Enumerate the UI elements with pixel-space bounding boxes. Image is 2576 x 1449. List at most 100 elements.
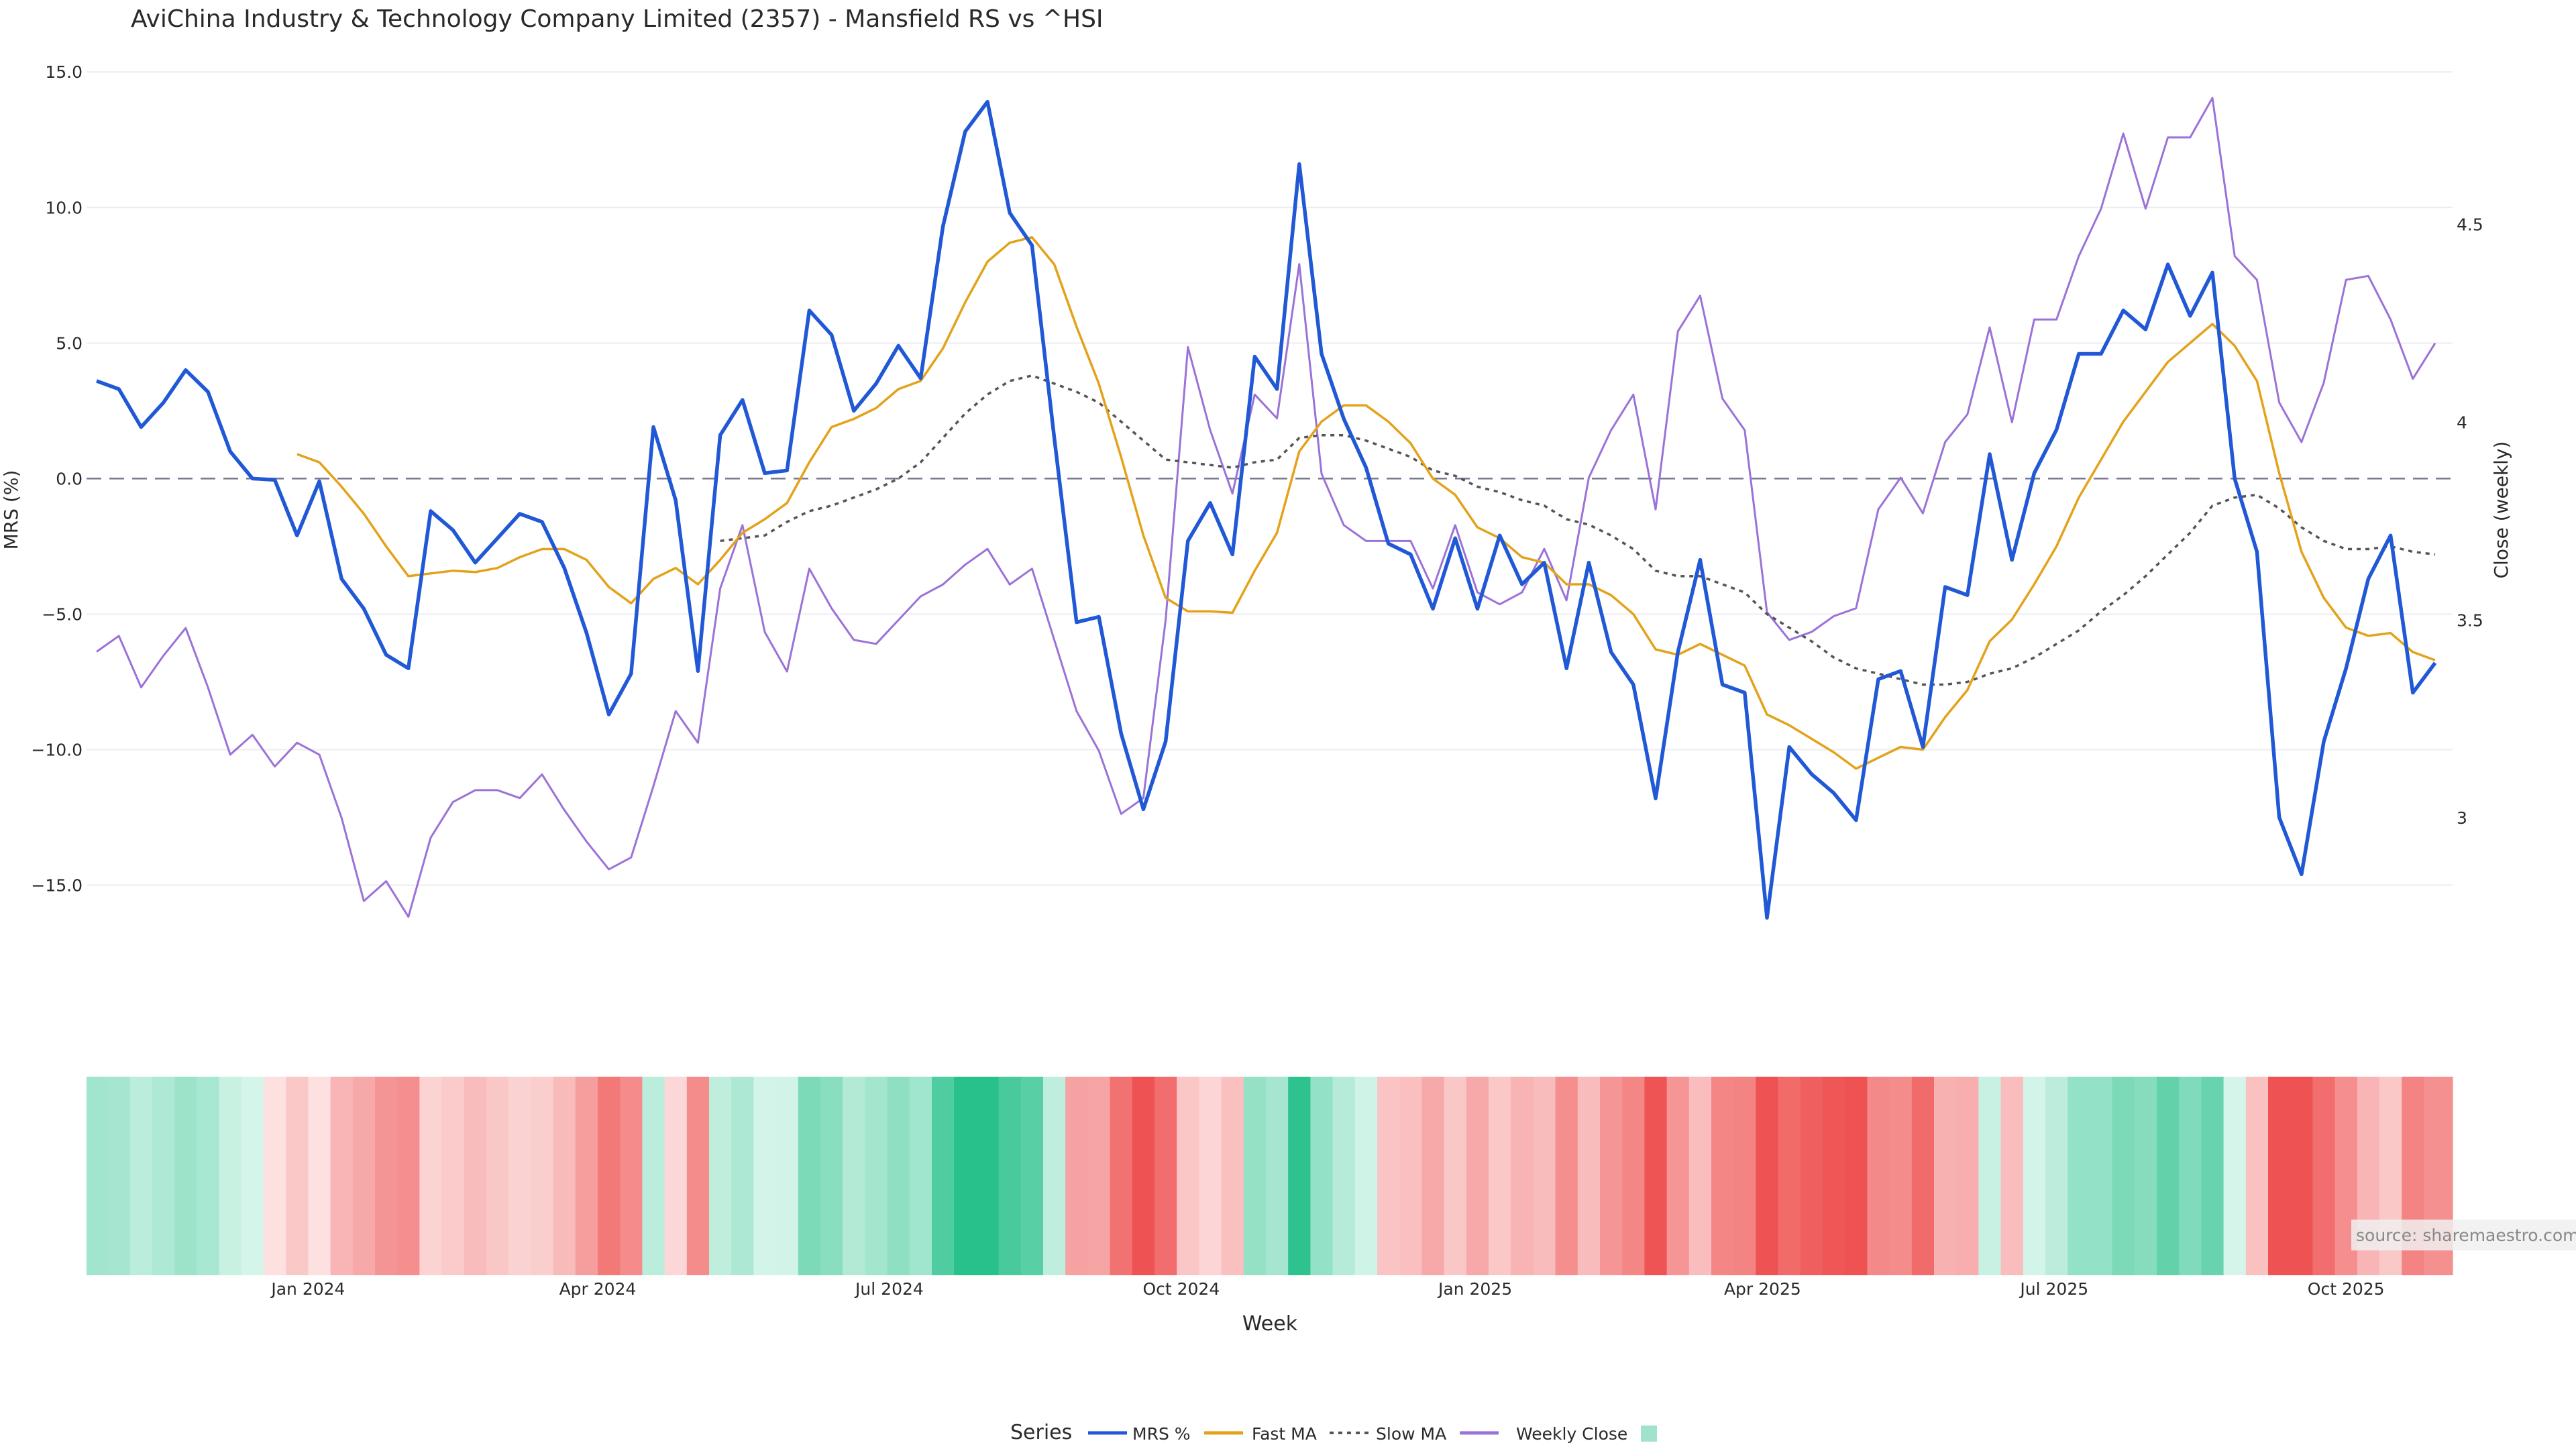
y-tick-label: 5.0 [56, 333, 83, 353]
heatmap-cell [553, 1077, 576, 1275]
x-tick-label: Apr 2025 [1724, 1279, 1801, 1299]
heatmap-cell [664, 1077, 688, 1275]
y-tick-label: −10.0 [31, 741, 83, 760]
heatmap-cell [1243, 1077, 1267, 1275]
x-tick-label: Oct 2024 [1142, 1279, 1220, 1299]
series-line-slow-ma [720, 374, 2436, 686]
heatmap-cell [1934, 1077, 1957, 1275]
heatmap-cell [87, 1077, 109, 1275]
heatmap-cell [2312, 1077, 2336, 1275]
heatmap-cell [1221, 1077, 1244, 1275]
x-axis-title: Week [1242, 1312, 1298, 1336]
heatmap-cell [575, 1077, 598, 1275]
y2-tick-label: 4 [2457, 413, 2467, 433]
heatmap-cell [1666, 1077, 1690, 1275]
heatmap-cell [2268, 1077, 2291, 1275]
heatmap-cell [1266, 1077, 1289, 1275]
heatmap-cell [1711, 1077, 1734, 1275]
heatmap-cell [843, 1077, 865, 1275]
heatmap-cell [2023, 1077, 2046, 1275]
x-tick-label: Jul 2024 [854, 1279, 924, 1299]
heatmap-cell [865, 1077, 888, 1275]
heatmap-cell [1310, 1077, 1334, 1275]
heatmap-cell [1332, 1077, 1356, 1275]
legend-label: Slow MA [1376, 1424, 1446, 1444]
heatmap-cell [1778, 1077, 1801, 1275]
heatmap-cell [1823, 1077, 1845, 1275]
heatmap-cell [1421, 1077, 1445, 1275]
y-tick-label: 0.0 [56, 469, 83, 488]
heatmap-cell [2245, 1077, 2269, 1275]
series-line-mrs [96, 99, 2437, 920]
heatmap-cell [1622, 1077, 1645, 1275]
heatmap-cell [598, 1077, 621, 1275]
heatmap-cell [753, 1077, 777, 1275]
heatmap-cell [1065, 1077, 1088, 1275]
left-axis-title: MRS (%) [0, 470, 22, 550]
legend: Series MRS % Fast MA Slow MA Weekly Close [1010, 1421, 1657, 1444]
heatmap-cell [1288, 1077, 1311, 1275]
heatmap-cell [397, 1077, 420, 1275]
heatmap-cell [1600, 1077, 1623, 1275]
heatmap-cell [2134, 1077, 2157, 1275]
heatmap-cell [1132, 1077, 1155, 1275]
heatmap-cell [731, 1077, 754, 1275]
series-line-weekly-close [96, 97, 2436, 918]
heatmap-cell [1043, 1077, 1066, 1275]
heatmap-cell [152, 1077, 175, 1275]
heatmap-cell [1978, 1077, 2002, 1275]
heatmap-cell [976, 1077, 1000, 1275]
x-axis-ticks: Jan 2024 Apr 2024 Jul 2024 Oct 2024 Jan 2025… [270, 1279, 2384, 1299]
heatmap-cell [2068, 1077, 2090, 1275]
series-line-fast-ma [297, 235, 2436, 770]
heatmap-cell [1087, 1077, 1111, 1275]
y-tick-label: 15.0 [45, 62, 83, 82]
heatmap-cell [1199, 1077, 1222, 1275]
heatmap-cell [1644, 1077, 1668, 1275]
heatmap-cell [419, 1077, 443, 1275]
x-tick-label: Jul 2025 [2019, 1279, 2088, 1299]
heatmap-cell [286, 1077, 309, 1275]
heatmap-cell [2157, 1077, 2180, 1275]
heatmap-cell [2112, 1077, 2135, 1275]
heatmap-cell [1110, 1077, 1133, 1275]
heatmap-cell [1956, 1077, 1979, 1275]
heatmap-cell [2223, 1077, 2247, 1275]
heatmap-cell [1177, 1077, 1199, 1275]
heatmap-cell [1845, 1077, 1868, 1275]
y-tick-label: −15.0 [31, 876, 83, 896]
heatmap-cell [2045, 1077, 2068, 1275]
heatmap-cell [1756, 1077, 1779, 1275]
heatmap-cell [264, 1077, 286, 1275]
heatmap-cell [1444, 1077, 1467, 1275]
heatmap-cell [798, 1077, 821, 1275]
heatmap-cell [954, 1077, 977, 1275]
heatmap-cell [1020, 1077, 1044, 1275]
heatmap-cell [820, 1077, 843, 1275]
left-axis-ticks: 15.0 10.0 5.0 0.0 −5.0 −10.0 −15.0 [31, 62, 83, 895]
legend-title: Series [1010, 1421, 1072, 1444]
heatmap-cell [1511, 1077, 1534, 1275]
heatmap-cell [441, 1077, 465, 1275]
heatmap-cell [2090, 1077, 2113, 1275]
chart-title: AviChina Industry & Technology Company L… [131, 5, 1104, 33]
gridlines [87, 71, 2453, 886]
heatmap-cell [486, 1077, 509, 1275]
y2-tick-label: 3 [2457, 808, 2467, 828]
legend-label: MRS % [1132, 1424, 1191, 1444]
heatmap-cell [1577, 1077, 1601, 1275]
heatmap-cell [642, 1077, 665, 1275]
heatmap-cell [620, 1077, 643, 1275]
y-tick-label: −5.0 [42, 604, 83, 624]
source-note-bg [2351, 1220, 2576, 1250]
heatmap-cell [2290, 1077, 2313, 1275]
heatmap-strip [87, 1077, 2453, 1275]
heatmap-cell [1155, 1077, 1177, 1275]
heatmap-cell [1800, 1077, 1823, 1275]
heatmap-cell [174, 1077, 197, 1275]
heatmap-cell [1399, 1077, 1422, 1275]
heatmap-cell [887, 1077, 910, 1275]
heatmap-cell [375, 1077, 398, 1275]
heatmap-cell [775, 1077, 799, 1275]
heatmap-cell [1733, 1077, 1756, 1275]
